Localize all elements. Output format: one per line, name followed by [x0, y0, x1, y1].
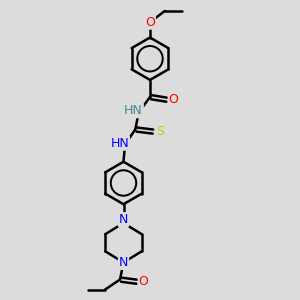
Text: N: N — [119, 213, 128, 226]
Text: O: O — [139, 275, 148, 288]
Text: O: O — [145, 16, 155, 29]
Text: HN: HN — [110, 137, 129, 150]
Text: N: N — [119, 256, 128, 269]
Text: S: S — [156, 125, 164, 138]
Text: O: O — [169, 93, 178, 106]
Text: HN: HN — [124, 104, 143, 117]
